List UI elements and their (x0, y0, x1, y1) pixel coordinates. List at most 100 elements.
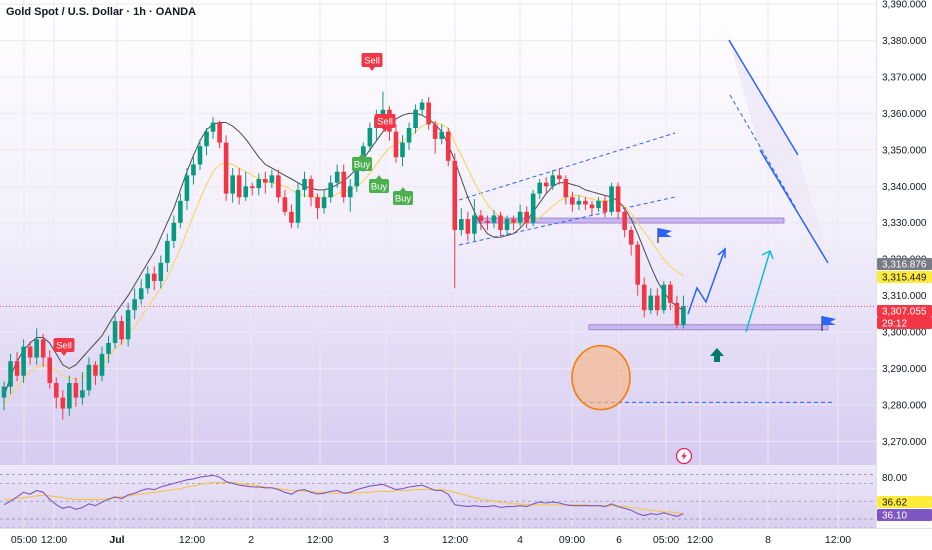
candle-body (321, 197, 327, 209)
candle-body (426, 102, 431, 125)
candle-body (334, 171, 340, 183)
price-tag (877, 258, 932, 270)
sell-signal: Sell (374, 114, 396, 132)
time-tick-label: 6 (616, 534, 622, 546)
candle-body (178, 200, 183, 223)
candle-body (223, 142, 229, 194)
candle-body (145, 273, 151, 289)
up-arrow-icon (710, 348, 724, 362)
signal-box (369, 179, 389, 193)
oscillator-background (0, 468, 876, 528)
price-tag (877, 271, 932, 283)
signal-box (374, 114, 396, 128)
channel-upper-dashed (458, 132, 676, 201)
candle-body (276, 175, 281, 198)
candle-body (635, 244, 641, 285)
candle-body (93, 364, 98, 376)
candle-body (589, 204, 595, 209)
channel-lower-line (759, 149, 829, 264)
signal-label: Buy (371, 182, 388, 193)
signal-label: Sell (56, 341, 72, 352)
candle-body (550, 175, 556, 187)
signal-box (361, 53, 383, 67)
sell-signal: Sell (361, 53, 383, 71)
candle-body (655, 295, 660, 311)
candle-body (171, 222, 177, 241)
price-tick-label: 3,340.000 (882, 182, 927, 193)
candle-body (674, 302, 680, 325)
candle-body (641, 284, 647, 311)
candle-body (21, 346, 26, 376)
signal-label: Buy (354, 160, 371, 171)
candle-body (367, 128, 373, 147)
candle-body (53, 383, 59, 398)
candle-body (112, 321, 118, 343)
candle-body (191, 164, 196, 176)
buy-signal: Buy (352, 153, 372, 171)
time-tick-label: 12:00 (41, 534, 67, 546)
oscillator-tag-label: 36.62 (882, 498, 907, 509)
candle-body (99, 353, 105, 376)
candle-body (485, 220, 490, 223)
time-tick-label: 3 (383, 534, 389, 546)
projection-path (687, 248, 726, 315)
price-axis[interactable]: 3,390.000 3,380.000 3,370.000 3,360.000 3,35… (877, 0, 932, 528)
price-tag (877, 317, 932, 329)
oscillator-upper-label: 80.00 (882, 473, 907, 484)
candle-body (504, 219, 510, 231)
candle-body (445, 131, 451, 161)
buy-signal: Buy (369, 175, 389, 193)
candle-body (681, 306, 686, 325)
candle-body (380, 109, 386, 118)
candle-body (80, 390, 85, 398)
price-tag (877, 305, 932, 317)
candle-body (511, 219, 516, 223)
drawings-front (571, 39, 836, 411)
candle-body (622, 211, 627, 231)
candle-body (263, 179, 268, 183)
time-tick-label: 12:00 (687, 534, 713, 546)
projection-arrowhead (717, 247, 726, 258)
candle-body (459, 219, 464, 231)
candle-body (393, 131, 399, 158)
lightning-icon[interactable] (675, 447, 693, 465)
candle-body (236, 175, 242, 198)
time-tick-label: 05:00 (653, 534, 679, 546)
candle-body (465, 219, 471, 234)
candle-body (347, 186, 353, 198)
sell-signal: Sell (53, 338, 75, 356)
candle-body (151, 273, 157, 282)
candle-body (439, 131, 445, 139)
time-tick-label: 05:00 (11, 534, 37, 546)
candle-body (583, 200, 588, 205)
candle-body (86, 364, 92, 391)
candle-body (243, 186, 249, 198)
candle-body (576, 200, 582, 205)
time-axis[interactable]: 05:00 12:00 Jul 12:00 2 12:00 3 12:00 4 09:00 6 05:… (0, 528, 932, 547)
candle-body (400, 142, 405, 158)
candle-body (47, 357, 53, 384)
signal-box (352, 157, 372, 171)
candle-body (563, 179, 569, 198)
candle-body (67, 383, 72, 409)
candle-body (472, 215, 477, 234)
oscillator-tag (877, 496, 932, 508)
candle-body (119, 321, 124, 340)
time-tick-label: 12:00 (442, 534, 468, 546)
target-arrowhead (761, 250, 774, 260)
candle-body (413, 109, 418, 129)
candle-body (125, 310, 131, 340)
time-tick-label: 4 (517, 534, 523, 546)
time-tick-label: 12:00 (825, 534, 851, 546)
price-tick-label: 3,380.000 (882, 36, 927, 47)
price-tag-label: 3,307.055 (882, 307, 927, 318)
candle-body (295, 189, 301, 223)
candle-body (165, 240, 170, 263)
drawings-back (0, 40, 876, 403)
signal-pointer (376, 175, 382, 179)
candle-body (341, 171, 347, 198)
candle-body (230, 175, 235, 194)
